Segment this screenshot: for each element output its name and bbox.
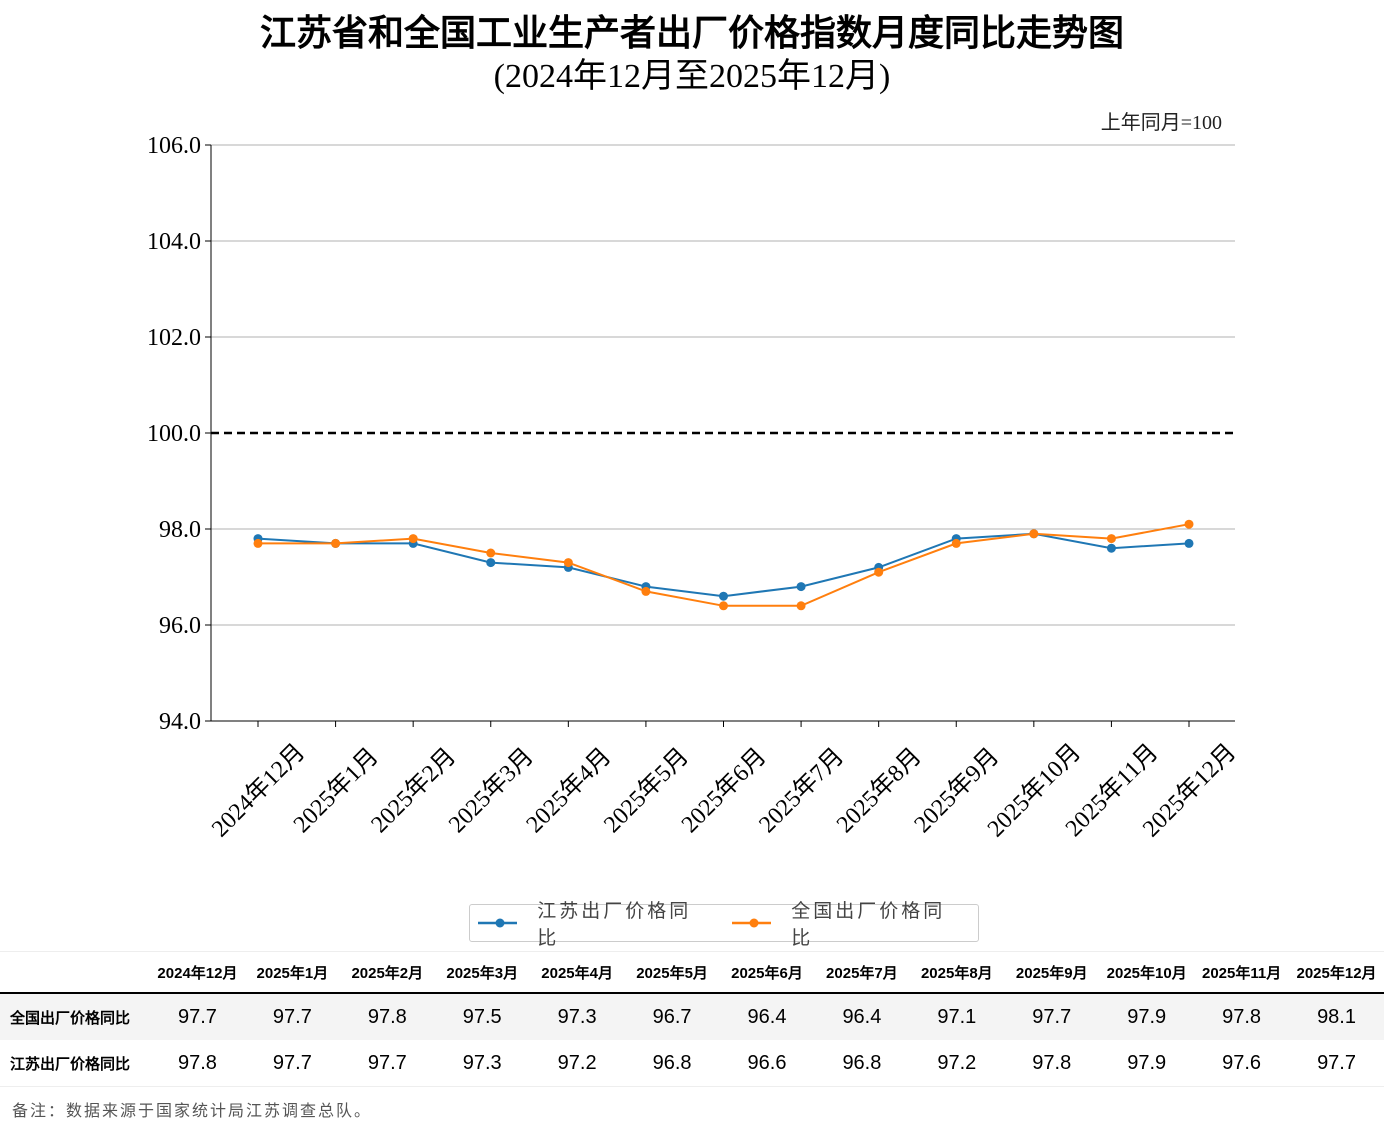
- data-point: [331, 538, 341, 548]
- data-point: [408, 534, 418, 544]
- column-header: 2025年6月: [719, 951, 815, 994]
- legend-item-national: 全国出厂价格同比: [732, 896, 948, 950]
- row-label: 江苏出厂价格同比: [10, 1055, 131, 1073]
- table-cell: 97.7: [1004, 993, 1100, 1040]
- data-point: [1106, 534, 1116, 544]
- chart-title: 江苏省和全国工业生产者出厂价格指数月度同比走势图: [259, 13, 1124, 53]
- data-point: [796, 601, 806, 611]
- table-row: 全国出厂价格同比 97.7 97.7 97.8 97.5 97.3 96.7 96.4 96.4…: [0, 993, 1384, 1040]
- table-cell: 97.6: [1222, 1051, 1262, 1074]
- legend-marker-jiangsu: [478, 918, 518, 928]
- table-cell: 96.7: [624, 993, 720, 1040]
- column-header: 2025年2月: [339, 951, 435, 994]
- column-header: 2025年4月: [529, 951, 625, 994]
- y-tick-label: 106.0: [147, 133, 201, 159]
- column-header: 2025年7月: [814, 951, 910, 994]
- y-tick-label: 104.0: [147, 229, 201, 255]
- data-point: [641, 586, 651, 596]
- y-tick-label: 96.0: [159, 613, 201, 639]
- table-cell: 97.8: [1032, 1051, 1072, 1074]
- data-point: [951, 538, 961, 548]
- column-header: 2025年5月: [624, 951, 720, 994]
- y-tick-label: 102.0: [147, 325, 201, 351]
- data-point: [874, 567, 884, 577]
- column-header: 2025年12月: [1289, 951, 1384, 994]
- table-cell: 97.7: [367, 1051, 407, 1074]
- data-point: [253, 538, 263, 548]
- column-header: 2025年3月: [434, 951, 530, 994]
- table-cell: 96.8: [652, 1051, 692, 1074]
- y-tick-label: 100.0: [147, 421, 201, 447]
- chart-subtitle: (2024年12月至2025年12月): [493, 58, 891, 95]
- table-cell: 98.1: [1289, 993, 1384, 1040]
- column-header: 2025年11月: [1194, 951, 1290, 994]
- data-point: [1106, 543, 1116, 553]
- table-cell: 97.9: [1127, 1051, 1167, 1074]
- table-cell: 97.8: [1194, 993, 1290, 1040]
- table-row: 江苏出厂价格同比 97.8 97.7 97.7 97.3 97.2 96.8 96.6 96.8…: [0, 1040, 1384, 1087]
- data-point: [1029, 529, 1039, 539]
- column-header: 2025年1月: [244, 951, 340, 994]
- table-cell: 96.4: [719, 993, 815, 1040]
- data-point: [563, 558, 573, 568]
- data-point: [796, 582, 806, 592]
- table-cell: 97.7: [244, 993, 340, 1040]
- column-header: 2025年9月: [1004, 951, 1100, 994]
- table-cell: 97.7: [1317, 1051, 1356, 1074]
- data-point: [1184, 538, 1194, 548]
- table-cell: 97.2: [937, 1051, 977, 1074]
- table-cell: 97.2: [557, 1051, 597, 1074]
- y-tick-label: 98.0: [159, 517, 201, 543]
- source-note: 备注：数据来源于国家统计局江苏调查总队。: [12, 1101, 373, 1120]
- legend-label: 江苏出厂价格同比: [537, 900, 692, 949]
- line-chart: 94.096.098.0100.0102.0104.0106.02024年12月…: [147, 133, 1241, 842]
- y-tick-label: 94.0: [159, 709, 201, 735]
- legend-label: 全国出厂价格同比: [791, 900, 946, 949]
- table-cell: 97.5: [434, 993, 530, 1040]
- legend: 江苏出厂价格同比 全国出厂价格同比: [469, 900, 979, 949]
- legend-item-jiangsu: 江苏出厂价格同比: [478, 896, 694, 950]
- unit-note: 上年同月=100: [1100, 112, 1222, 134]
- table-cell: 97.9: [1099, 993, 1195, 1040]
- legend-marker-national: [732, 918, 772, 928]
- data-point: [719, 591, 728, 601]
- table-cell: 97.8: [177, 1051, 217, 1074]
- data-table: 2024年12月 2025年1月 2025年2月 2025年3月 2025年4月 2025…: [0, 951, 1384, 1087]
- table-cell: 97.3: [462, 1051, 502, 1074]
- table-cell: 97.7: [150, 993, 245, 1040]
- data-point: [1184, 519, 1194, 529]
- table-header-row: 2024年12月 2025年1月 2025年2月 2025年3月 2025年4月 2025…: [0, 951, 1384, 994]
- table-cell: 96.8: [842, 1051, 882, 1074]
- row-label: 全国出厂价格同比: [0, 993, 150, 1040]
- table-cell: 97.7: [272, 1051, 312, 1074]
- table-cell: 97.8: [339, 993, 435, 1040]
- data-point: [486, 558, 496, 568]
- column-header: 2025年10月: [1099, 951, 1195, 994]
- table-corner: [0, 951, 150, 994]
- column-header: 2025年8月: [909, 951, 1005, 994]
- table-cell: 96.4: [814, 993, 910, 1040]
- data-point: [486, 548, 496, 558]
- data-point: [719, 601, 728, 611]
- table-cell: 97.3: [529, 993, 625, 1040]
- table-cell: 97.1: [909, 993, 1005, 1040]
- table-cell: 96.6: [747, 1051, 787, 1074]
- column-header: 2024年12月: [150, 951, 245, 994]
- series-line-0: [257, 532, 1190, 598]
